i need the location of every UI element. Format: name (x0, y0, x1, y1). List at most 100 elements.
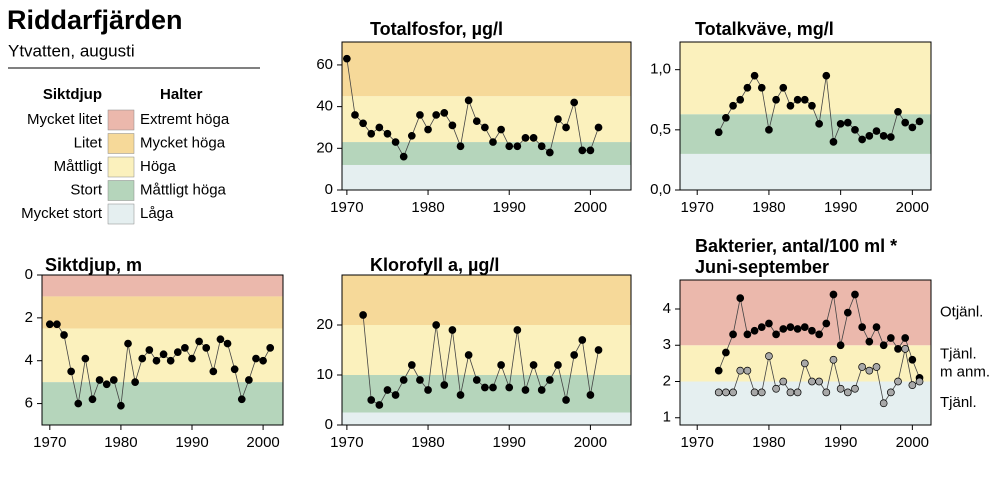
data-point (858, 135, 867, 144)
y-tick-label: 60 (316, 56, 333, 73)
legend-swatch (107, 156, 135, 178)
y-tick-label: 40 (316, 98, 333, 115)
data-point (808, 101, 816, 110)
data-point (722, 388, 730, 397)
data-point (793, 95, 802, 104)
data-point (359, 311, 367, 319)
data-point (908, 381, 917, 389)
data-point (237, 395, 246, 404)
band-label: m anm. (940, 363, 990, 380)
data-point (407, 131, 416, 140)
data-point (131, 378, 139, 386)
band (42, 382, 283, 425)
y-tick-label: 0 (325, 416, 333, 433)
data-point (872, 363, 881, 371)
data-point (757, 323, 766, 331)
data-point (915, 117, 924, 126)
data-point (472, 117, 481, 126)
data-point (173, 348, 182, 356)
data-point (851, 290, 859, 299)
data-point (424, 386, 432, 394)
y-tick-label: 3 (663, 336, 671, 353)
data-point (343, 54, 351, 63)
x-tick-label: 1980 (411, 199, 444, 216)
band-label: Tjänl. (940, 394, 977, 411)
data-point (578, 146, 587, 155)
band (342, 412, 631, 425)
data-point (117, 401, 125, 410)
data-point (545, 376, 554, 384)
data-point (714, 128, 723, 137)
data-point (843, 388, 852, 397)
y-tick-label: 6 (25, 395, 33, 412)
x-tick-label: 1970 (330, 199, 363, 216)
legend-label: Litet (74, 134, 103, 151)
y-tick-label: 0,0 (650, 181, 671, 198)
plot-frame (341, 274, 632, 426)
data-point (138, 354, 147, 363)
data-point (166, 356, 175, 365)
data-point (537, 386, 546, 394)
legend-label: Höga (140, 158, 177, 175)
x-tick-label: 1990 (824, 434, 857, 451)
data-point (124, 339, 132, 348)
band (342, 375, 631, 413)
data-point (440, 381, 449, 389)
data-point (822, 71, 831, 80)
data-point (886, 334, 895, 342)
data-point (230, 365, 239, 374)
y-tick-label: 2 (663, 372, 671, 389)
data-point (865, 132, 874, 140)
data-point (497, 125, 505, 134)
data-point (865, 337, 874, 346)
legend-label: Stort (70, 181, 103, 198)
data-point (815, 377, 823, 386)
data-point (858, 323, 867, 331)
band (342, 325, 631, 375)
data-point (886, 388, 895, 397)
x-tick-label: 1970 (681, 199, 714, 216)
plot-frame (679, 41, 932, 191)
data-point (729, 101, 737, 110)
data-point (872, 127, 881, 135)
y-tick-label: 4 (25, 352, 33, 369)
data-point (772, 330, 780, 339)
legend-label: Mycket stort (21, 205, 103, 222)
data-point (60, 331, 68, 339)
page-title: Riddarfjärden (7, 5, 183, 35)
data-point (743, 366, 752, 375)
data-point (562, 396, 570, 404)
data-point (505, 383, 514, 392)
data-point (67, 367, 75, 376)
data-point (750, 71, 759, 80)
data-point (851, 384, 859, 393)
data-point (779, 325, 788, 333)
data-point (729, 330, 737, 339)
data-point (45, 320, 54, 329)
data-point (714, 388, 723, 397)
data-point (779, 83, 788, 92)
data-point (424, 125, 432, 134)
band (680, 153, 931, 190)
data-point (181, 344, 189, 352)
data-point (750, 388, 759, 397)
data-point (714, 366, 723, 375)
legend-label: Låga (140, 205, 174, 222)
x-tick-label: 1990 (175, 434, 208, 451)
x-tick-label: 1980 (104, 434, 137, 451)
data-point (481, 123, 489, 132)
data-point (800, 359, 809, 368)
data-point (432, 111, 441, 119)
data-point (743, 330, 752, 339)
data-point (836, 341, 845, 350)
data-point (188, 354, 196, 363)
x-tick-label: 2000 (896, 434, 929, 451)
legend-label: Måttligt höga (140, 181, 227, 198)
data-point (145, 346, 154, 354)
data-point (786, 101, 795, 110)
data-point (722, 113, 730, 122)
data-point (822, 319, 831, 328)
data-point (152, 356, 161, 365)
